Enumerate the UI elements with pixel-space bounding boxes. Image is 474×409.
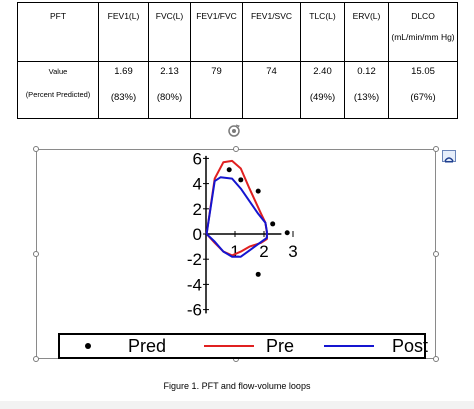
header-pft: PFT [17,2,99,62]
legend-item-post: Post [310,335,428,357]
layout-options-button[interactable] [442,150,456,163]
page-bottom-band [0,401,474,409]
y-tick-label: 2 [193,200,202,219]
resize-handle-middle-left[interactable] [33,251,39,257]
table-header-row: PFT FEV1(L) FVC(L) FEV1/FVC FEV1/SVC TLC… [17,2,458,62]
pred-point [238,177,244,183]
x-tick-label: 1 [230,242,239,261]
resize-handle-bottom-left[interactable] [33,356,39,362]
cell-dlco: 15.05 (67%) [388,61,458,119]
legend-item-pre: Pre [190,335,310,357]
resize-handle-top-left[interactable] [33,146,39,152]
figure-caption: Figure 1. PFT and flow-volume loops [163,381,311,391]
x-tick-label: 2 [259,242,268,261]
pred-point [255,188,261,194]
cell-fvc: 2.13 (80%) [148,61,191,119]
x-tick-label: 3 [288,242,297,261]
y-tick-label: 0 [193,225,202,244]
table-row: Value (Percent Predicted) 1.69 (83%) 2.13… [17,61,458,119]
resize-handle-bottom-right[interactable] [433,356,439,362]
cell-erv: 0.12 (13%) [344,61,389,119]
legend-line-pre [204,345,254,347]
header-tlc: TLC(L) [300,2,345,62]
row-label: Value (Percent Predicted) [17,61,99,119]
pred-point [284,230,290,236]
pft-table: PFT FEV1(L) FVC(L) FEV1/FVC FEV1/SVC TLC… [17,2,458,119]
legend-label-pred: Pred [128,336,167,356]
cell-fev1-fvc: 79 [190,61,243,119]
pred-point [226,167,232,173]
y-tick-label: 6 [193,149,202,168]
layout-options-icon [444,157,454,163]
resize-handle-middle-right[interactable] [433,251,439,257]
pred-point [255,271,261,277]
cell-fev1-svc: 74 [242,61,301,119]
legend-label-post: Post [392,336,429,356]
y-tick-label: -4 [187,275,202,294]
y-tick-label: -2 [187,250,202,269]
y-tick-label: -6 [187,301,202,320]
y-tick-label: 4 [193,175,202,194]
rotate-handle-icon[interactable] [227,124,241,138]
legend-item-pred: Pred [60,335,190,357]
legend-label-pre: Pre [266,336,295,356]
cell-fev1: 1.69 (83%) [98,61,149,119]
pred-point [270,221,276,227]
resize-handle-top-middle[interactable] [233,146,239,152]
resize-handle-top-right[interactable] [433,146,439,152]
chart-legend: Pred Pre Post [58,333,428,359]
legend-marker-pred [85,343,91,349]
legend-line-post [324,345,374,347]
cell-tlc: 2.40 (49%) [300,61,345,119]
header-fev1-svc: FEV1/SVC [242,2,301,62]
post-loop-line [205,176,268,258]
